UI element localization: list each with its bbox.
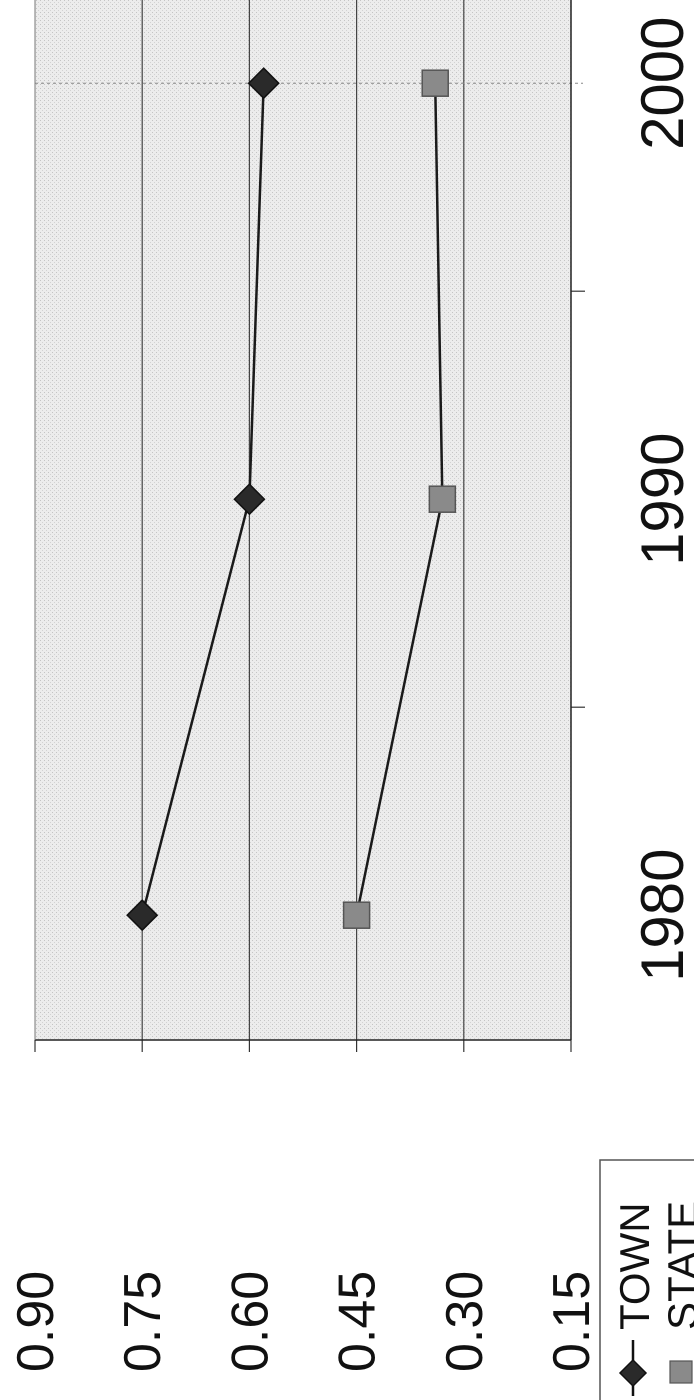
legend-marker-town xyxy=(618,1358,648,1388)
data-point-state xyxy=(428,485,457,513)
data-point-state xyxy=(342,901,371,929)
x-tick-label: 2000 xyxy=(629,16,694,149)
data-point-town xyxy=(247,67,280,100)
y-tick-label: 0.45 xyxy=(329,1271,387,1372)
gridlines xyxy=(35,0,583,1040)
data-point-state xyxy=(421,69,449,97)
series-layer xyxy=(126,67,457,932)
legend: TOWN STATE xyxy=(599,1159,694,1400)
data-point-town xyxy=(233,483,266,516)
legend-marker-state xyxy=(669,1360,693,1384)
data-point-town xyxy=(126,899,159,932)
x-tick-label: 1990 xyxy=(629,432,694,565)
x-tick-label: 1980 xyxy=(629,848,694,981)
y-tick-label: 0.30 xyxy=(436,1271,494,1372)
y-tick-label: 0.75 xyxy=(114,1271,172,1372)
legend-label-town: TOWN xyxy=(611,1202,658,1330)
y-tick-label: 0.60 xyxy=(221,1271,279,1372)
tick-labels: 0.90 0.75 0.60 0.45 0.30 0.15 1980 1990 2000 xyxy=(7,16,694,1372)
y-tick-label: 0.90 xyxy=(7,1271,65,1372)
axes xyxy=(34,0,585,1052)
y-tick-label: 0.15 xyxy=(543,1271,601,1372)
plot-area xyxy=(35,0,571,1040)
legend-box xyxy=(599,1159,694,1400)
legend-label-state: STATE xyxy=(659,1201,694,1330)
